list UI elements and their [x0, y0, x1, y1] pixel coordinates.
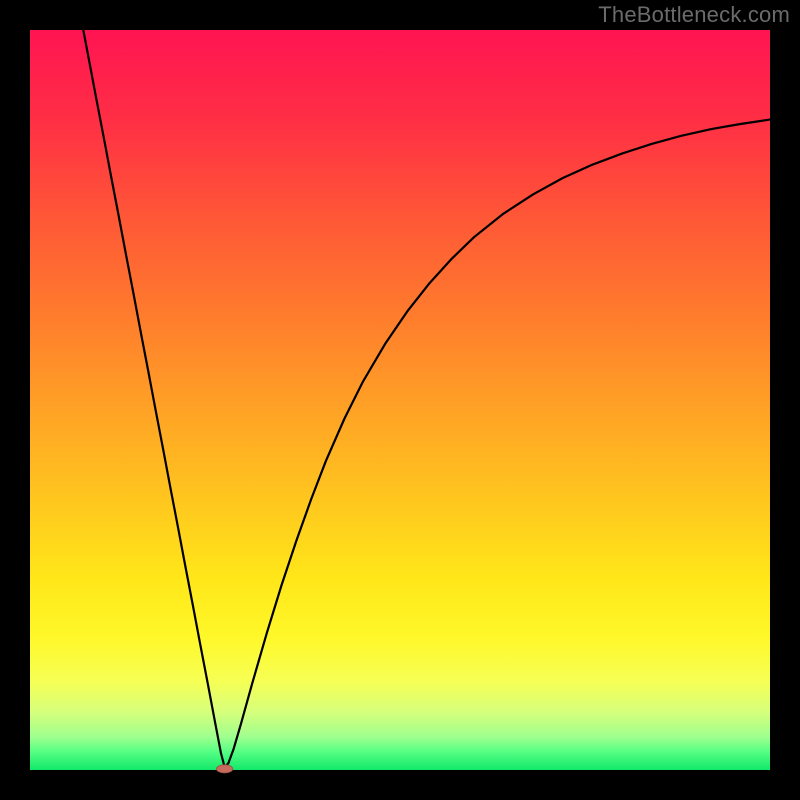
optimal-point-marker	[216, 765, 232, 773]
bottleneck-chart	[0, 0, 800, 800]
chart-container: TheBottleneck.com	[0, 0, 800, 800]
watermark-text: TheBottleneck.com	[598, 2, 790, 28]
